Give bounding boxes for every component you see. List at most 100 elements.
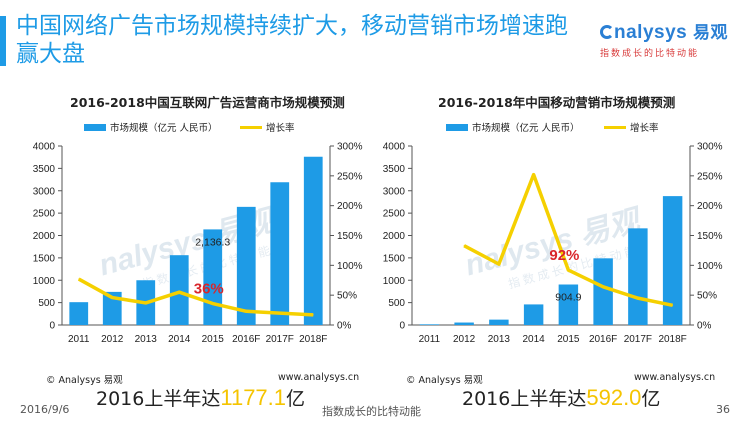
- growth-point-2014: [178, 291, 180, 293]
- y-left-tick-label: 2500: [33, 209, 56, 220]
- growth-point-2017F: [637, 297, 639, 299]
- x-tick-label: 2011: [68, 334, 90, 345]
- bar-2013: [489, 319, 509, 325]
- x-tick-label: 2017F: [266, 334, 294, 345]
- y-left-tick-label: 1500: [33, 253, 56, 264]
- growth-point-2015: [212, 303, 214, 305]
- x-tick-label: 2015: [202, 334, 225, 345]
- legend-bar-label: 市场规模（亿元 人民币）: [110, 122, 218, 134]
- annotation-value: 904.9: [555, 292, 581, 304]
- legend-bar-swatch: [446, 124, 468, 131]
- legend-bar-label: 市场规模（亿元 人民币）: [472, 122, 580, 134]
- y-left-tick-label: 3500: [383, 164, 406, 175]
- annotation-growth: 92%: [549, 247, 579, 264]
- y-left-tick-label: 1000: [383, 276, 406, 287]
- footer-date: 2016/9/6: [20, 403, 70, 416]
- bar-2012: [454, 322, 474, 325]
- y-right-tick-label: 200%: [697, 201, 723, 212]
- x-tick-label: 2018F: [658, 334, 686, 345]
- bar-2011: [419, 324, 440, 325]
- chart-1-highlight: 2016上半年达1177.1亿: [96, 384, 305, 411]
- x-tick-label: 2013: [135, 334, 158, 345]
- highlight-1-suffix: 亿: [286, 388, 306, 410]
- y-right-tick-label: 100%: [337, 261, 363, 272]
- chart-2-title: 2016-2018年中国移动营销市场规模预测: [438, 95, 676, 110]
- y-right-tick-label: 100%: [697, 261, 723, 272]
- y-left-tick-label: 0: [49, 321, 55, 332]
- growth-point-2016F: [602, 286, 604, 288]
- y-left-tick-label: 0: [399, 321, 405, 332]
- x-tick-label: 2013: [488, 334, 511, 345]
- title-accent-bar: [0, 16, 6, 66]
- x-tick-label: 2015: [557, 334, 580, 345]
- y-right-tick-label: 50%: [337, 291, 357, 302]
- growth-point-2016F: [245, 310, 247, 312]
- y-right-tick-label: 300%: [697, 142, 723, 153]
- x-tick-label: 2012: [453, 334, 476, 345]
- page-title: 中国网络广告市场规模持续扩大，移动营销市场增速跑赢大盘: [16, 13, 568, 67]
- x-tick-label: 2017F: [624, 334, 652, 345]
- y-left-tick-label: 4000: [33, 142, 56, 153]
- highlight-1-number: 1177.1: [220, 385, 287, 410]
- y-left-tick-label: 1000: [33, 276, 56, 287]
- growth-rate-line: [77, 277, 314, 317]
- y-right-tick-label: 150%: [337, 231, 363, 242]
- y-left-tick-label: 2000: [383, 231, 406, 242]
- highlight-2-number: 592.0: [586, 385, 642, 410]
- y-left-tick-label: 4000: [383, 142, 406, 153]
- x-tick-label: 2014: [523, 334, 546, 345]
- y-left-tick-label: 500: [38, 298, 55, 309]
- y-left-tick-label: 500: [388, 298, 405, 309]
- highlight-2-prefix: 2016上半年达: [462, 388, 587, 410]
- y-right-tick-label: 250%: [697, 171, 723, 182]
- y-left-tick-label: 1500: [383, 253, 406, 264]
- annotation-growth: 36%: [194, 281, 224, 298]
- x-tick-label: 2016F: [232, 334, 260, 345]
- growth-point-2011: [78, 278, 80, 280]
- growth-point-2018F: [672, 304, 674, 306]
- logo-swirl-icon: [600, 25, 614, 39]
- y-right-tick-label: 300%: [337, 142, 363, 153]
- bar-2011: [69, 302, 89, 325]
- chart-1-source: © Analysys 易观: [46, 375, 123, 386]
- chart-2-highlight: 2016上半年达592.0亿: [462, 384, 660, 411]
- annotation-value: 2,136.3: [195, 236, 230, 248]
- growth-point-2013: [498, 263, 500, 265]
- legend-bar-swatch: [84, 124, 106, 131]
- y-left-tick-label: 3000: [33, 186, 56, 197]
- bar-2018F: [662, 196, 683, 325]
- bar-2017F: [270, 182, 290, 325]
- footer-slogan: 指数成长的比特动能: [322, 405, 421, 418]
- chart-1: 市场规模（亿元 人民币） 增长率 0 500 1000 1500 2000 2500 3000 3…: [33, 122, 363, 345]
- bar-2014: [169, 255, 189, 325]
- bar-2016F: [593, 258, 613, 325]
- chart-1-title: 2016-2018中国互联网广告运营商市场规模预测: [70, 95, 345, 110]
- chart-2-source: © Analysys 易观: [406, 375, 483, 386]
- highlight-2-suffix: 亿: [641, 388, 661, 410]
- y-right-tick-label: 50%: [697, 291, 717, 302]
- bar-2015: [558, 284, 579, 325]
- y-right-tick-label: 250%: [337, 171, 363, 182]
- growth-point-2017F: [279, 312, 281, 314]
- y-left-tick-label: 2500: [383, 209, 406, 220]
- growth-point-2013: [145, 302, 147, 304]
- y-left-tick-label: 2000: [33, 231, 56, 242]
- bar-2018F: [303, 156, 323, 325]
- growth-point-2012: [111, 297, 113, 299]
- growth-point-2018F: [312, 314, 314, 316]
- x-tick-label: 2018F: [299, 334, 327, 345]
- logo-chinese: 易观: [693, 23, 729, 43]
- x-tick-label: 2012: [101, 334, 124, 345]
- growth-point-2015: [567, 269, 569, 271]
- y-right-tick-label: 200%: [337, 201, 363, 212]
- legend-line-label: 增长率: [266, 122, 295, 134]
- chart-2: 市场规模（亿元 人民币） 增长率 0 500 1000 1500 2000 2500 3000 3…: [383, 122, 723, 345]
- y-right-tick-label: 0%: [697, 321, 712, 332]
- logo-slogan: 指数成长的比特动能: [600, 49, 700, 59]
- legend-line-label: 增长率: [630, 122, 659, 134]
- growth-point-2014: [533, 174, 535, 176]
- bar-2017F: [628, 228, 648, 325]
- footer-page-number: 36: [716, 403, 730, 416]
- y-left-tick-label: 3500: [33, 164, 56, 175]
- analysys-logo: nalysys 易观 指数成长的比特动能: [600, 18, 740, 68]
